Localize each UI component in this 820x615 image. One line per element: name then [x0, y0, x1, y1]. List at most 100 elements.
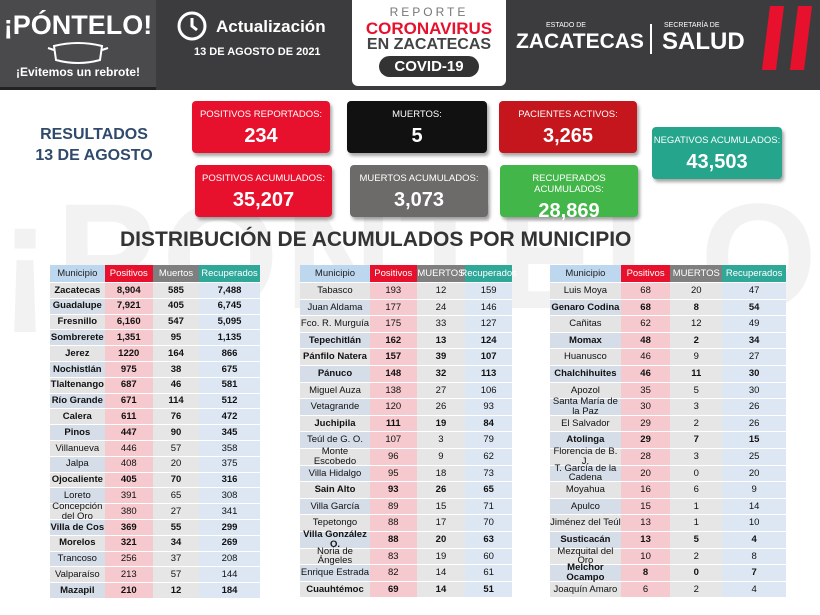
cell-value: 57 — [152, 440, 200, 457]
table-header: Municipio Positivos MUERTOS Recuperados — [550, 265, 786, 283]
cell-value: 611 — [104, 409, 153, 426]
cell-value: 27 — [722, 349, 786, 366]
cell-value: 51 — [465, 581, 512, 599]
municipality: Ojocaliente — [50, 472, 105, 489]
table-row: Ojocaliente 405 70 316 — [50, 472, 260, 489]
cell-value: 20 — [620, 465, 671, 483]
report-line: REPORTE — [389, 5, 469, 19]
municipality: Vetagrande — [300, 399, 370, 416]
table-row: Santa María de la Paz 30 3 26 — [550, 397, 786, 416]
cell-value: 2 — [670, 332, 723, 350]
column-header: Municipio — [550, 265, 621, 283]
municipality: Joaquín Amaro — [550, 581, 621, 599]
table-row: Guadalupe 7,921 405 6,745 — [50, 298, 260, 315]
cell-value: 5 — [670, 531, 723, 549]
table-row: Apozol 35 5 30 — [550, 382, 786, 400]
cell-value: 33 — [416, 316, 466, 333]
municipality: Mezquital del Oro — [550, 547, 621, 565]
cell-value: 9 — [722, 482, 786, 499]
column-header: Recuperados — [722, 265, 786, 283]
table-row: Tlaltenango 687 46 581 — [50, 377, 260, 394]
cell-value: 70 — [152, 472, 200, 489]
cell-value: 26 — [416, 399, 466, 416]
state-label: ESTADO DE — [546, 22, 586, 29]
cell-value: 30 — [722, 365, 786, 383]
cell-value: 20 — [722, 465, 786, 483]
table-row: Tepechitlán 162 13 124 — [300, 332, 512, 350]
column-header: Positivos — [369, 265, 417, 283]
municipality: Juchipila — [300, 415, 370, 433]
table-row: Luis Moya 68 20 47 — [550, 283, 786, 300]
cell-value: 65 — [465, 482, 512, 499]
cell-value: 345 — [199, 425, 260, 441]
table-row: Juan Aldama 177 24 146 — [300, 299, 512, 317]
cell-value: 164 — [152, 346, 200, 362]
cell-value: 60 — [465, 548, 512, 566]
municipality: Miguel Auza — [300, 382, 370, 400]
municipality: Cuauhtémoc — [300, 581, 370, 599]
cell-value: 175 — [369, 316, 417, 333]
table-row: Trancoso 256 37 208 — [50, 551, 260, 568]
table-row: Apulco 15 1 14 — [550, 498, 786, 516]
update-date: 13 DE AGOSTO DE 2021 — [194, 46, 321, 58]
table-row: Monte Escobedo 96 9 62 — [300, 447, 512, 466]
cell-value: 671 — [104, 393, 153, 410]
cell-value: 10 — [620, 548, 671, 566]
cell-value: 0 — [670, 565, 723, 582]
cell-value: 70 — [465, 515, 512, 532]
cell-value: 127 — [465, 316, 512, 333]
cell-value: 76 — [152, 409, 200, 426]
cell-value: 8,904 — [104, 283, 153, 299]
cell-value: 184 — [199, 583, 260, 599]
results-title: RESULTADOS — [40, 126, 148, 143]
cell-value: 308 — [199, 488, 260, 505]
table-row: Pinos 447 90 345 — [50, 425, 260, 441]
cell-value: 83 — [369, 548, 417, 566]
municipality: Valparaíso — [50, 567, 105, 584]
cell-value: 20 — [670, 283, 723, 300]
cell-value: 146 — [465, 299, 512, 317]
municipality: Apozol — [550, 382, 621, 400]
municipality: El Salvador — [550, 415, 621, 433]
cell-value: 2 — [670, 548, 723, 566]
cell-value: 4 — [722, 531, 786, 549]
cell-value: 79 — [465, 432, 512, 449]
cell-value: 13 — [620, 515, 671, 532]
cell-value: 96 — [369, 448, 417, 466]
card-label: PACIENTES ACTIVOS: — [518, 109, 618, 120]
report-line: COVID-19 — [379, 56, 479, 77]
municipality: Calera — [50, 409, 105, 426]
table-row: Pánuco 148 32 113 — [300, 365, 512, 383]
municipality: Pánuco — [300, 365, 370, 383]
table-row: Jiménez del Teúl 13 1 10 — [550, 515, 786, 532]
municipality: Fco. R. Murguía — [300, 316, 370, 333]
card-value: 3,073 — [393, 189, 445, 211]
cell-value: 107 — [465, 349, 512, 366]
municipality: Tepetongo — [300, 515, 370, 532]
table-row: Joaquín Amaro 6 2 4 — [550, 581, 786, 599]
cell-value: 6 — [670, 482, 723, 499]
cell-value: 5 — [670, 382, 723, 400]
cell-value: 7,488 — [199, 283, 260, 299]
column-header: MUERTOS — [670, 265, 723, 283]
cell-value: 6,745 — [199, 298, 260, 315]
table-row: Nochistlán 975 38 675 — [50, 361, 260, 378]
cell-value: 95 — [152, 330, 200, 347]
municipality: Enrique Estrada — [300, 565, 370, 582]
cell-value: 93 — [369, 482, 417, 499]
table-row: Cañitas 62 12 49 — [550, 316, 786, 333]
cell-value: 3 — [670, 448, 723, 466]
municipality: Morelos — [50, 535, 105, 552]
cell-value: 256 — [104, 551, 153, 568]
cell-value: 25 — [722, 448, 786, 466]
column-header: Municipio — [300, 265, 370, 283]
cell-value: 547 — [152, 314, 200, 331]
cell-value: 193 — [369, 283, 417, 300]
cell-value: 61 — [465, 565, 512, 582]
table-row: Vetagrande 120 26 93 — [300, 399, 512, 416]
cell-value: 12 — [670, 316, 723, 333]
table-row: T. García de la Cadena 20 0 20 — [550, 464, 786, 483]
table-row: Mezquital del Oro 10 2 8 — [550, 547, 786, 566]
column-header: Positivos — [620, 265, 671, 283]
cell-value: 89 — [369, 498, 417, 516]
